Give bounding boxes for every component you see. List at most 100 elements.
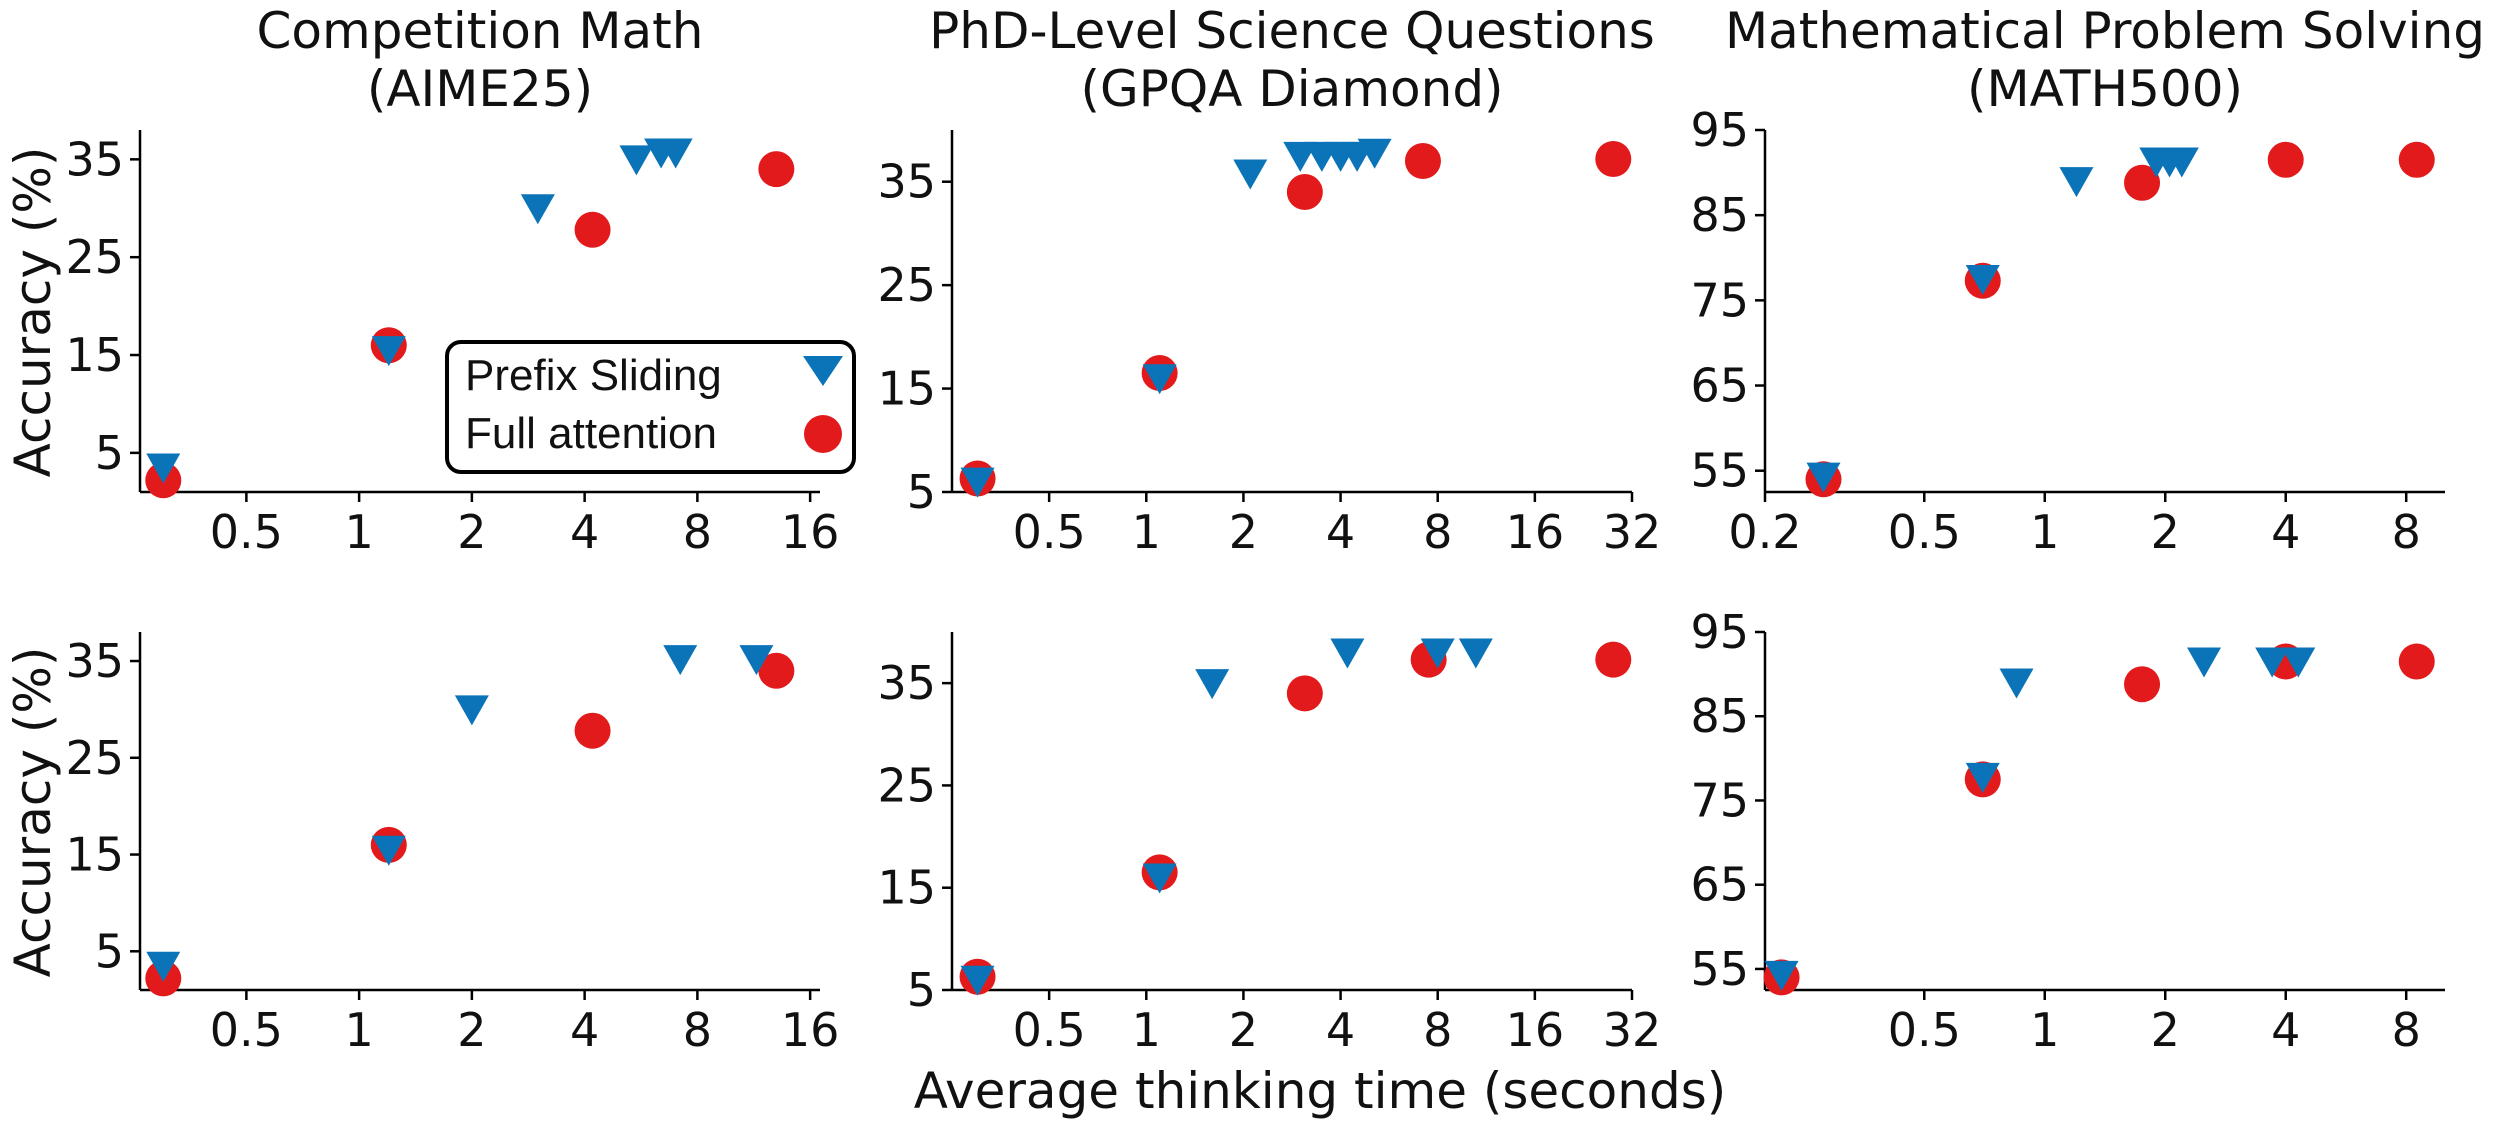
x-tick-label: 1 xyxy=(2030,1003,2059,1057)
prefix-sliding-point xyxy=(1330,638,1365,669)
y-tick-label: 55 xyxy=(1690,444,1749,498)
subplot-r0-c0: Competition Math (AIME25) 0.5 1 2 4 8 16 5 15 25 35 xyxy=(65,2,839,559)
x-axis-label: Average thinking time (seconds) xyxy=(914,1062,1727,1120)
full-attention-point xyxy=(2267,141,2304,178)
prefix-sliding-point xyxy=(1965,265,2000,296)
full-attention-point xyxy=(2398,141,2435,178)
legend: Prefix Sliding Full attention xyxy=(445,340,856,474)
prefix-sliding-point xyxy=(2059,167,2094,198)
prefix-sliding-point xyxy=(454,695,489,726)
x-tick-label: 0.5 xyxy=(210,1003,283,1057)
legend-marker-triangle xyxy=(803,356,843,386)
y-tick-label: 5 xyxy=(907,963,936,1017)
x-tick-label: 2 xyxy=(1229,1003,1258,1057)
y-tick-label: 25 xyxy=(65,230,124,284)
x-tick-label: 0.5 xyxy=(1013,505,1086,559)
x-tick-label: 16 xyxy=(781,505,840,559)
full-attention-point xyxy=(2124,164,2161,201)
prefix-sliding-point xyxy=(663,645,698,676)
prefix-sliding-point xyxy=(1283,141,1318,172)
y-tick-label: 35 xyxy=(65,132,124,186)
y-tick-label: 15 xyxy=(877,362,936,416)
prefix-sliding-point xyxy=(1806,462,1841,493)
x-tick-label: 1 xyxy=(1132,1003,1161,1057)
y-tick-label: 25 xyxy=(877,258,936,312)
prefix-sliding-point xyxy=(2164,147,2199,178)
prefix-sliding-point xyxy=(371,835,406,866)
prefix-sliding-point xyxy=(960,965,995,996)
prefix-sliding-point xyxy=(658,138,693,169)
x-tick-label: 0.5 xyxy=(1888,1003,1961,1057)
x-tick-label: 1 xyxy=(344,1003,373,1057)
y-tick-label: 95 xyxy=(1690,605,1749,659)
full-attention-point xyxy=(1404,143,1441,180)
y-tick-label: 95 xyxy=(1690,103,1749,157)
x-tick-label: 0.5 xyxy=(1888,505,1961,559)
x-tick-label: 8 xyxy=(1423,1003,1452,1057)
x-tick-label: 1 xyxy=(344,505,373,559)
y-tick-label: 35 xyxy=(877,155,936,209)
x-tick-label: 1 xyxy=(1132,505,1161,559)
y-axis-label-top: Accuracy (%) xyxy=(4,147,62,478)
prefix-sliding-point xyxy=(146,951,181,982)
prefix-sliding-point xyxy=(619,145,654,176)
x-tick-label: 8 xyxy=(2392,1003,2421,1057)
subplot-r1-c2: 0.5 1 2 4 8 55 65 75 85 95 xyxy=(1690,605,2445,1057)
prefix-sliding-point xyxy=(1233,159,1268,190)
subplot-r0-c1: PhD-Level Science Questions (GPQA Diamond… xyxy=(877,2,1661,559)
x-tick-label: 2 xyxy=(1229,505,1258,559)
subplot-title: Mathematical Problem Solving (MATH500) xyxy=(1725,2,2485,118)
x-tick-label: 16 xyxy=(781,1003,840,1057)
full-attention-point xyxy=(1286,174,1323,211)
x-tick-label: 8 xyxy=(2392,505,2421,559)
x-tick-label: 4 xyxy=(1326,1003,1355,1057)
x-tick-label: 8 xyxy=(1423,505,1452,559)
y-tick-label: 75 xyxy=(1690,773,1749,827)
x-tick-label: 4 xyxy=(2271,505,2300,559)
prefix-sliding-point xyxy=(1142,863,1177,894)
subplot-r0-c2: Mathematical Problem Solving (MATH500) 0.2… xyxy=(1690,2,2485,559)
y-tick-label: 15 xyxy=(877,861,936,915)
y-tick-label: 65 xyxy=(1690,359,1749,413)
prefix-sliding-point xyxy=(371,336,406,367)
y-tick-label: 85 xyxy=(1690,689,1749,743)
subplot-r1-c1: 0.5 1 2 4 8 16 32 5 15 25 35 xyxy=(877,632,1661,1057)
subplot-title: PhD-Level Science Questions (GPQA Diamond… xyxy=(929,2,1655,118)
legend-frame xyxy=(445,340,856,474)
y-tick-label: 35 xyxy=(877,656,936,710)
prefix-sliding-point xyxy=(1357,138,1392,169)
prefix-sliding-point xyxy=(739,645,774,676)
full-attention-point xyxy=(1286,675,1323,712)
x-tick-label: 2 xyxy=(457,505,486,559)
x-tick-label: 8 xyxy=(683,505,712,559)
y-tick-label: 5 xyxy=(95,924,124,978)
prefix-sliding-point xyxy=(1195,669,1230,700)
prefix-sliding-point xyxy=(520,194,555,225)
full-attention-point xyxy=(1595,140,1632,177)
prefix-sliding-point xyxy=(1965,762,2000,793)
subplot-title: Competition Math (AIME25) xyxy=(257,2,704,118)
x-tick-label: 16 xyxy=(1506,1003,1565,1057)
y-tick-label: 85 xyxy=(1690,188,1749,242)
prefix-sliding-point xyxy=(2187,647,2222,678)
prefix-sliding-point xyxy=(2281,647,2316,678)
prefix-sliding-point xyxy=(1458,638,1493,669)
y-tick-label: 55 xyxy=(1690,942,1749,996)
y-tick-label: 25 xyxy=(65,731,124,785)
panels: Competition Math (AIME25)0.5 1 2 4 8 165152535… xyxy=(65,2,2485,1057)
prefix-sliding-point xyxy=(146,453,181,484)
full-attention-point xyxy=(2124,666,2161,703)
prefix-sliding-point xyxy=(2255,647,2290,678)
y-tick-label: 35 xyxy=(65,634,124,688)
full-attention-point xyxy=(758,652,795,689)
y-tick-label: 75 xyxy=(1690,273,1749,327)
y-tick-label: 5 xyxy=(95,426,124,480)
x-tick-label: 4 xyxy=(570,505,599,559)
y-tick-label: 15 xyxy=(65,328,124,382)
prefix-sliding-point xyxy=(1999,668,2034,699)
prefix-sliding-point xyxy=(960,467,995,498)
x-tick-label: 2 xyxy=(457,1003,486,1057)
x-tick-label: 32 xyxy=(1603,505,1662,559)
full-attention-point xyxy=(2398,643,2435,680)
